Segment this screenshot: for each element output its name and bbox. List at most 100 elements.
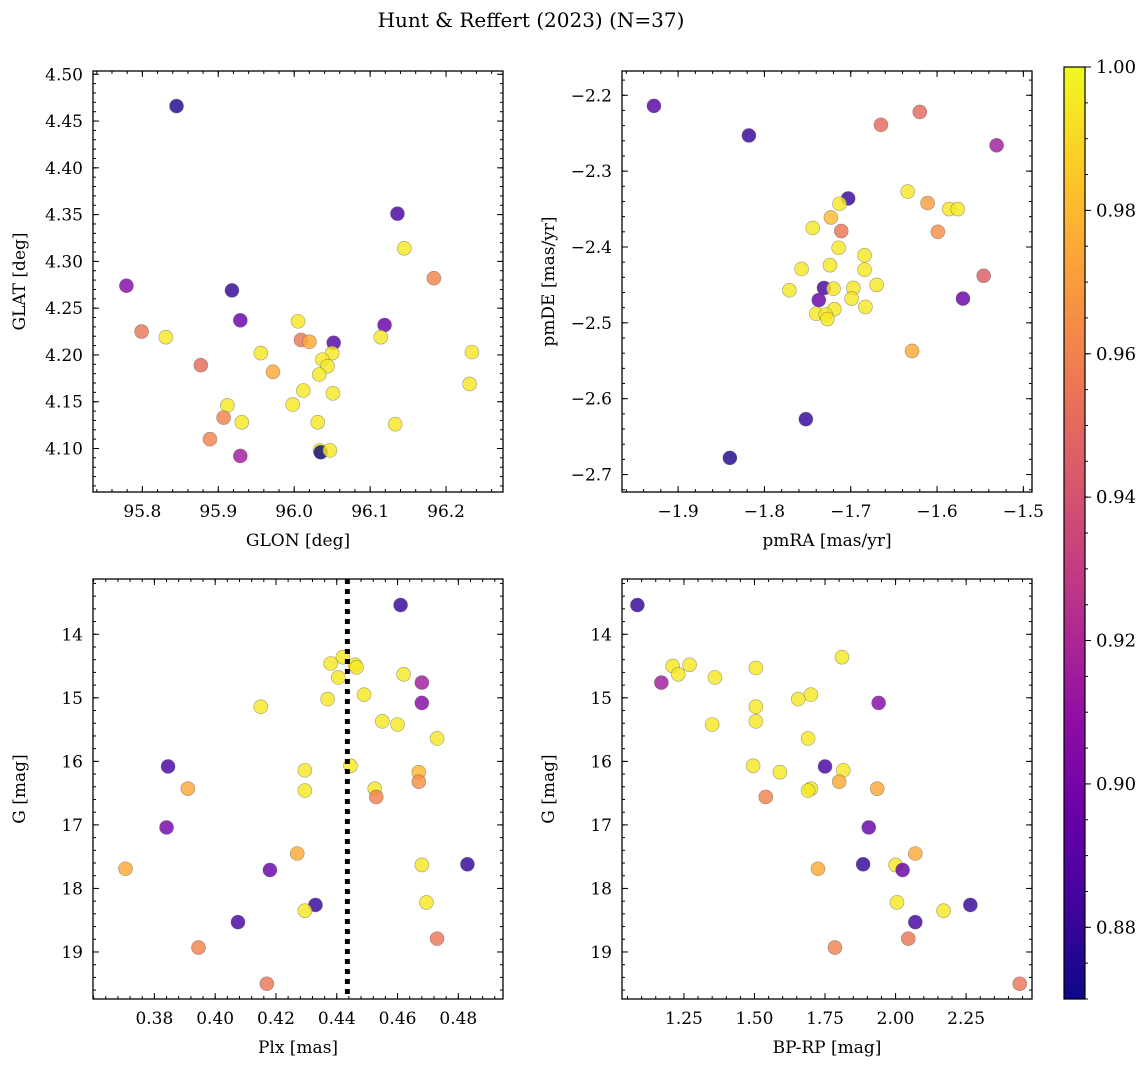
y-tick-label: 4.50	[45, 65, 83, 85]
data-point	[800, 783, 816, 798]
data-point	[414, 857, 430, 873]
x-tick-label: −1.6	[916, 502, 957, 522]
data-points	[646, 98, 1004, 466]
data-point	[976, 268, 991, 284]
data-point	[654, 675, 669, 690]
data-point	[158, 329, 174, 345]
y-tick-label: 4.30	[45, 252, 83, 272]
data-point	[857, 262, 872, 278]
data-point	[390, 206, 405, 221]
data-point	[414, 695, 430, 711]
data-point	[349, 660, 364, 675]
data-point	[822, 257, 838, 273]
panel-plx-g: 0.38 0.40 0.42 0.44 0.46 0.48 14 15 16 17 18 19 Plx …	[10, 578, 504, 1058]
data-point	[396, 240, 412, 256]
data-point	[320, 691, 335, 707]
y-tick-label: 18	[61, 879, 83, 899]
panels: 95.8 95.9 96.0 96.1 96.2 4.10 4.15 4.20 4.25 4.30…	[10, 65, 1044, 1058]
data-point	[377, 317, 392, 333]
data-point	[368, 789, 384, 805]
data-point	[670, 667, 686, 682]
y-axis-label: G [mag]	[10, 754, 30, 823]
data-point	[682, 657, 697, 673]
axes-frame	[92, 578, 504, 1000]
x-tick-label: 96.0	[275, 502, 313, 522]
y-axis-label: pmDE [mas/yr]	[539, 216, 559, 346]
data-point	[296, 383, 311, 398]
data-point	[393, 597, 408, 613]
data-point	[262, 862, 278, 878]
data-point	[375, 714, 390, 729]
data-point	[253, 345, 269, 361]
x-axis-label: BP-RP [mag]	[773, 1038, 882, 1058]
axes-frame	[621, 70, 1033, 493]
data-point	[180, 781, 196, 796]
data-point	[297, 903, 313, 918]
data-point	[297, 783, 313, 798]
data-point	[387, 416, 403, 432]
data-point	[869, 781, 885, 796]
data-point	[414, 675, 430, 690]
y-tick-label: 4.45	[45, 112, 83, 132]
x-axis-label: GLON [deg]	[246, 531, 350, 551]
data-point	[798, 411, 814, 427]
y-tick-label: −2.7	[571, 466, 612, 486]
colorbar-tick-label: 0.92	[1096, 631, 1136, 652]
data-point	[429, 731, 445, 746]
x-tick-label: −1.9	[657, 502, 698, 522]
colorbar-tick-label: 0.88	[1096, 917, 1136, 938]
data-point	[782, 282, 797, 298]
colorbar-gradient	[1063, 66, 1086, 1000]
y-tick-label: 16	[61, 752, 83, 772]
y-tick-label: 19	[61, 943, 83, 963]
x-tick-label: 0.44	[318, 1009, 356, 1029]
minor-ticks	[93, 71, 503, 492]
data-point	[800, 731, 816, 746]
data-point	[745, 758, 761, 774]
minor-ticks	[622, 579, 1032, 999]
data-point	[826, 281, 841, 297]
x-tick-label: 2.00	[877, 1009, 915, 1029]
data-point	[426, 270, 442, 286]
data-point	[904, 343, 920, 359]
y-tick-label: 4.15	[45, 393, 83, 413]
data-point	[330, 670, 346, 685]
data-point	[811, 292, 827, 308]
data-point	[827, 940, 843, 955]
data-point	[748, 699, 764, 715]
data-point	[833, 223, 849, 239]
data-point	[462, 376, 477, 392]
x-tick-label: 1.50	[736, 1009, 774, 1029]
data-point	[290, 313, 306, 329]
data-point	[955, 291, 971, 306]
data-point	[820, 311, 835, 327]
y-tick-label: 4.25	[45, 299, 83, 319]
data-point	[873, 117, 889, 133]
data-point	[169, 98, 184, 114]
x-tick-label: 95.9	[199, 502, 237, 522]
data-point	[803, 687, 819, 702]
data-point	[832, 196, 847, 212]
x-tick-label: 1.25	[665, 1009, 703, 1029]
data-point	[930, 224, 946, 240]
data-point	[419, 895, 434, 910]
data-point	[858, 299, 873, 315]
data-point	[464, 344, 480, 360]
data-points	[119, 98, 480, 464]
data-point	[232, 313, 248, 328]
data-point	[119, 278, 134, 294]
y-tick-label: 4.35	[45, 206, 83, 226]
y-tick-label: 17	[590, 816, 612, 836]
figure-title: Hunt & Reffert (2023) (N=37)	[378, 8, 685, 32]
data-point	[253, 699, 269, 715]
x-tick-label: 2.25	[947, 1009, 985, 1029]
y-axis-label: GLAT [deg]	[10, 232, 30, 330]
data-point	[790, 691, 806, 707]
data-point	[224, 283, 240, 298]
data-point	[356, 687, 372, 702]
data-point	[831, 240, 846, 256]
data-point	[118, 861, 133, 877]
data-point	[963, 897, 978, 913]
y-tick-label: 4.10	[45, 439, 83, 459]
data-point	[805, 220, 821, 236]
